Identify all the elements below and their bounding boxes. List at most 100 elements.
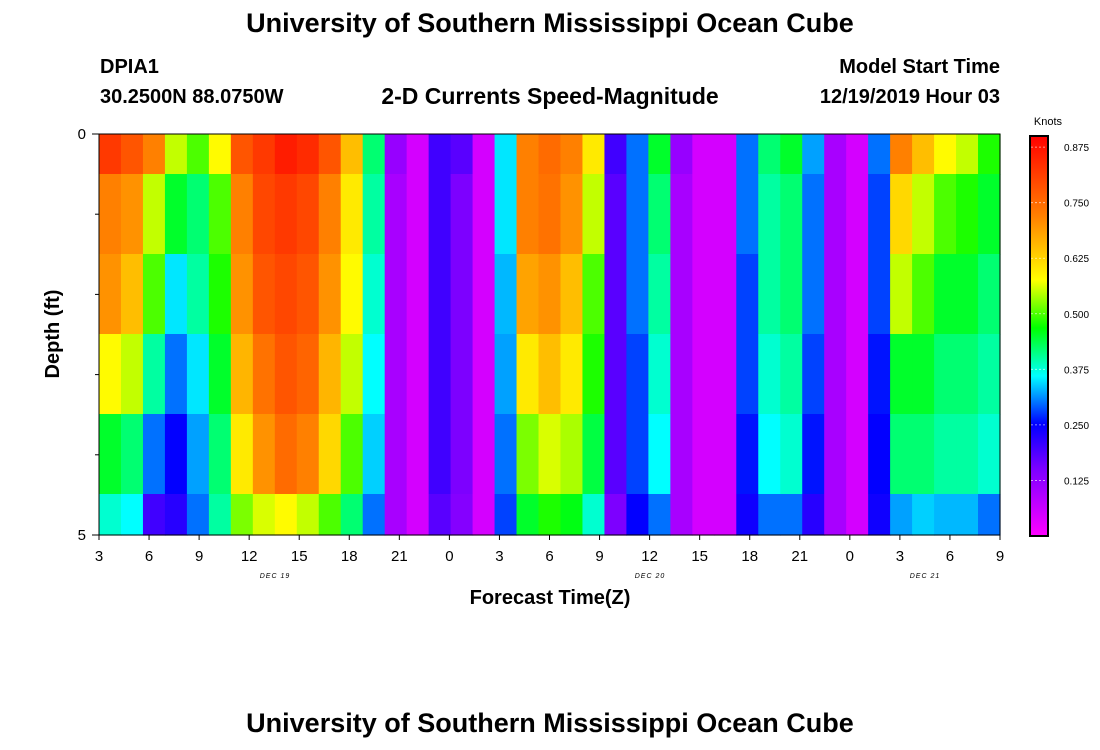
heatmap-cell: [758, 334, 781, 415]
x-tick-label: 12: [241, 548, 258, 565]
heatmap-cell: [252, 414, 276, 495]
heatmap-cell: [340, 254, 364, 335]
heatmap-cell: [626, 494, 649, 536]
heatmap-cell: [208, 254, 232, 335]
heatmap-cell: [912, 134, 935, 175]
heatmap-cell: [186, 174, 210, 255]
heatmap-cell: [450, 134, 474, 175]
heatmap-cell: [846, 134, 869, 175]
x-tick-label: 3: [495, 548, 503, 565]
heatmap-cell: [120, 174, 144, 255]
heatmap-cell: [846, 254, 869, 335]
colorbar-tick-label: 0.750: [1064, 199, 1089, 210]
heatmap-cell: [208, 494, 232, 536]
heatmap-cell: [142, 494, 166, 536]
heatmap-cell: [736, 254, 759, 335]
heatmap-cell: [450, 414, 474, 495]
heatmap-cell: [890, 174, 913, 255]
heatmap-cell: [934, 174, 957, 255]
colorbar-tick-label: 0.375: [1064, 365, 1089, 376]
heatmap-cell: [736, 134, 759, 175]
heatmap-cell: [142, 334, 166, 415]
heatmap-cell: [340, 134, 364, 175]
heatmap-cell: [230, 494, 254, 536]
heatmap-cell: [758, 134, 781, 175]
heatmap-cell: [604, 494, 628, 536]
heatmap-cell: [428, 414, 452, 495]
heatmap-cell: [824, 134, 847, 175]
heatmap-cell: [780, 414, 803, 495]
heatmap-cell: [692, 334, 715, 415]
heatmap-cell: [560, 134, 584, 175]
heatmap-cell: [648, 334, 671, 415]
heatmap-cell: [384, 254, 408, 335]
heatmap-cell: [626, 414, 649, 495]
heatmap-cell: [274, 174, 298, 255]
heatmap-cell: [186, 494, 210, 536]
heatmap-cell: [384, 414, 408, 495]
heatmap-cell: [340, 414, 364, 495]
heatmap-cell: [252, 254, 276, 335]
heatmap-cell: [296, 254, 320, 335]
station-coordinates: 30.2500N 88.0750W: [100, 86, 284, 108]
heatmap-cell: [890, 414, 913, 495]
x-tick-label: 0: [846, 548, 854, 565]
heatmap-cell: [648, 494, 671, 536]
heatmap-cell: [736, 494, 759, 536]
heatmap-cell: [978, 414, 1001, 495]
heatmap-cell: [384, 334, 408, 415]
heatmap-cell: [406, 134, 430, 175]
heatmap-cell: [890, 494, 913, 536]
x-tick-label: 3: [95, 548, 103, 565]
x-tick-label: 3: [896, 548, 904, 565]
heatmap-cell: [736, 174, 759, 255]
heatmap-cell: [384, 174, 408, 255]
heatmap-cell: [428, 494, 452, 536]
heatmap-cell: [142, 174, 166, 255]
heatmap-cell: [802, 494, 825, 536]
heatmap-cell: [406, 174, 430, 255]
heatmap-cell: [648, 174, 671, 255]
colorbar-tick-label: 0.875: [1064, 143, 1089, 154]
y-tick-label: 5: [78, 527, 86, 544]
heatmap-cell: [736, 334, 759, 415]
heatmap-cell: [450, 334, 474, 415]
heatmap-cell: [516, 174, 540, 255]
colorbar-tick-label: 0.625: [1064, 254, 1089, 265]
heatmap-cell: [912, 254, 935, 335]
heatmap-cell: [274, 334, 298, 415]
heatmap-cell: [538, 134, 562, 175]
heatmap-cell: [208, 334, 232, 415]
heatmap-cell: [934, 134, 957, 175]
heatmap-cell: [428, 334, 452, 415]
heatmap-cell: [494, 414, 518, 495]
heatmap-cell: [868, 414, 891, 495]
heatmap-cell: [692, 254, 715, 335]
heatmap-cell: [956, 334, 979, 415]
heatmap-cell: [252, 334, 276, 415]
heatmap-cell: [824, 334, 847, 415]
heatmap-cell: [626, 254, 649, 335]
heatmap-cell: [406, 254, 430, 335]
heatmap-cell: [230, 334, 254, 415]
heatmap-cell: [692, 494, 715, 536]
heatmap-cell: [252, 134, 276, 175]
heatmap-cell: [406, 494, 430, 536]
heatmap-cell: [516, 494, 540, 536]
x-tick-label: 9: [595, 548, 603, 565]
heatmap-cell: [802, 334, 825, 415]
heatmap-cell: [714, 134, 737, 175]
heatmap-cell: [824, 414, 847, 495]
x-tick-label: 18: [341, 548, 358, 565]
heatmap-cell: [912, 334, 935, 415]
heatmap-cell: [824, 174, 847, 255]
heatmap-cells: [99, 134, 1001, 536]
heatmap-cell: [868, 174, 891, 255]
heatmap-cell: [362, 134, 386, 175]
heatmap-cell: [274, 494, 298, 536]
product-title: 2-D Currents Speed-Magnitude: [381, 83, 719, 109]
heatmap-cell: [362, 494, 386, 536]
heatmap-cell: [99, 174, 122, 255]
y-axis: 05: [78, 126, 99, 544]
heatmap-cell: [99, 254, 122, 335]
